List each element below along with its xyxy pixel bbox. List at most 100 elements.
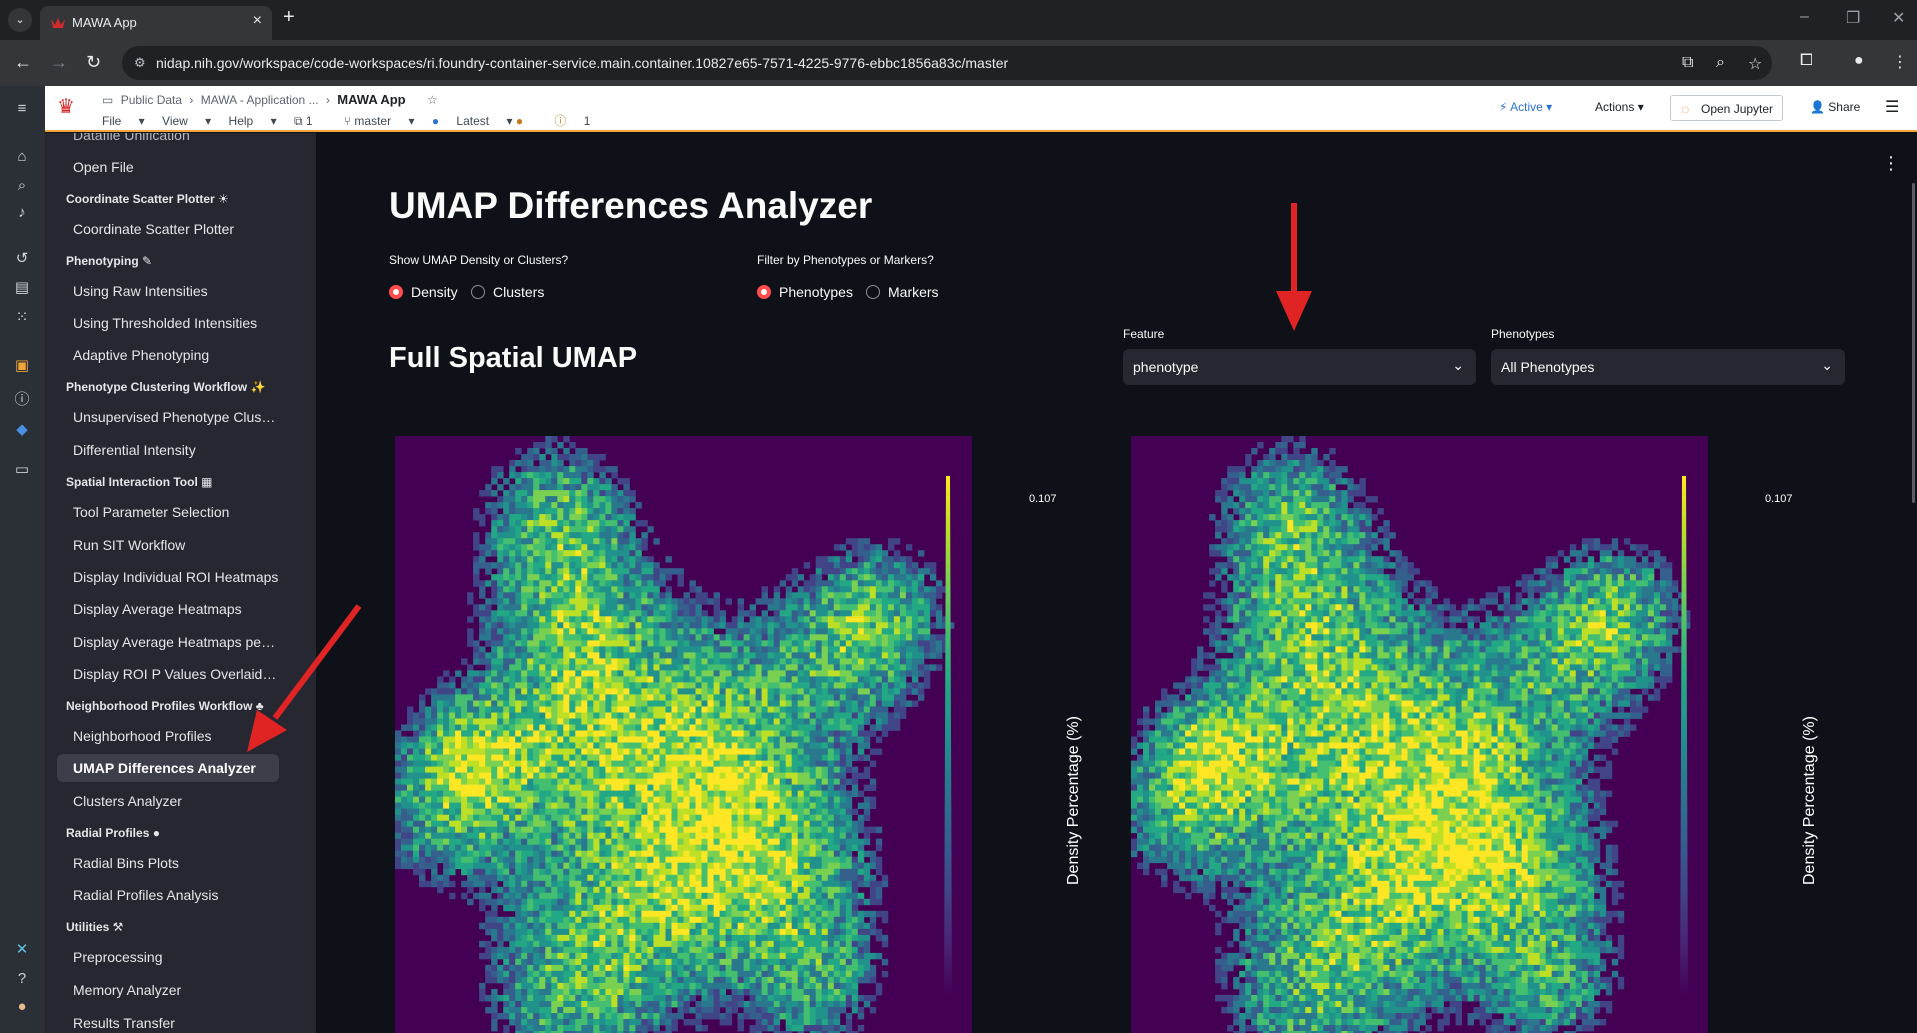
- heatmap-cell: [491, 796, 498, 803]
- back-icon[interactable]: ←: [14, 52, 32, 72]
- cube-icon[interactable]: ◆: [16, 421, 28, 438]
- apps-grid-icon[interactable]: ⁙: [15, 309, 29, 326]
- heatmap-cell: [431, 820, 438, 828]
- reload-icon[interactable]: ↻: [86, 52, 102, 72]
- heatmap-cell: [563, 454, 570, 461]
- scrollbar[interactable]: [1912, 183, 1915, 503]
- restore-icon[interactable]: ❐: [1846, 10, 1861, 27]
- address-bar[interactable]: ⚙ nidap.nih.gov/workspace/code-workspace…: [122, 46, 1772, 80]
- files-count[interactable]: ⧉ 1: [293, 114, 313, 128]
- sidebar-item[interactable]: Memory Analyzer: [73, 982, 182, 998]
- user-avatar[interactable]: ●: [17, 998, 27, 1015]
- sidebar-item[interactable]: Display ROI P Values Overlaid on...: [73, 666, 279, 682]
- sidebar-item[interactable]: Adaptive Phenotyping: [73, 347, 210, 363]
- heatmap-cell: [515, 964, 522, 972]
- umap-density-plot-left[interactable]: 0.107 Density Percentage (%): [395, 436, 1101, 1033]
- actions-menu[interactable]: Actions ▾: [1595, 100, 1644, 114]
- bookmark-star-icon[interactable]: ☆: [1748, 56, 1763, 73]
- heatmap-cell: [785, 694, 793, 701]
- install-app-icon[interactable]: ⧉: [1682, 54, 1694, 71]
- search-icon[interactable]: ⌕: [17, 177, 27, 194]
- sidebar-item[interactable]: Unsupervised Phenotype Cluste...: [73, 409, 279, 425]
- site-info-icon[interactable]: ⚙: [134, 55, 146, 70]
- close-window-icon[interactable]: ✕: [1892, 10, 1906, 27]
- sidebar-item[interactable]: Display Individual ROI Heatmaps: [73, 569, 279, 585]
- radio-clusters[interactable]: Clusters: [471, 284, 544, 300]
- menu-help[interactable]: Help ▾: [228, 114, 277, 128]
- heatmap-cell: [755, 646, 762, 653]
- sidebar-item[interactable]: Clusters Analyzer: [73, 793, 182, 809]
- sidebar-item-open-file[interactable]: Open File: [73, 159, 134, 175]
- profile-icon[interactable]: ●: [1854, 52, 1864, 69]
- sidebar-item[interactable]: Display Average Heatmaps: [73, 601, 242, 617]
- branch-selector[interactable]: ⑂ master ▾: [343, 114, 415, 128]
- breadcrumb-item[interactable]: Public Data: [120, 93, 183, 107]
- phenotypes-select[interactable]: All Phenotypes ⌄: [1491, 349, 1845, 385]
- share-button[interactable]: 👤 Share: [1810, 100, 1861, 114]
- chrome-menu-icon[interactable]: ⋮: [1892, 54, 1908, 71]
- sidebar-item-umap-differences-analyzer[interactable]: UMAP Differences Analyzer: [57, 754, 279, 782]
- zoom-icon[interactable]: ⌕: [1716, 54, 1725, 71]
- favorite-star-icon[interactable]: ☆: [426, 93, 438, 107]
- info-icon[interactable]: ⓘ: [14, 391, 30, 408]
- new-tab-icon[interactable]: +: [283, 6, 295, 28]
- foundry-icon[interactable]: ✕: [15, 941, 29, 958]
- extensions-icon[interactable]: ⧠: [1800, 52, 1813, 69]
- open-jupyter-button[interactable]: ◌ Open Jupyter: [1670, 95, 1783, 121]
- heatmap-cell: [797, 790, 805, 797]
- feature-select[interactable]: phenotype ⌄: [1123, 349, 1476, 385]
- files-icon[interactable]: ▭: [14, 461, 30, 478]
- sidebar-item[interactable]: Coordinate Scatter Plotter: [73, 221, 235, 237]
- heatmap-cell: [629, 862, 636, 870]
- sidebar-item[interactable]: Neighborhood Profiles: [73, 728, 212, 744]
- more-options-icon[interactable]: ⋮: [1882, 153, 1900, 173]
- breadcrumb-item[interactable]: MAWA - Application ...: [200, 93, 319, 107]
- menu-view[interactable]: View ▾: [162, 114, 212, 128]
- tab-search-icon[interactable]: ⌄: [8, 8, 32, 32]
- sidebar-item[interactable]: Using Thresholded Intensities: [73, 315, 258, 331]
- radio-density[interactable]: Density: [389, 284, 458, 300]
- radio-markers[interactable]: Markers: [866, 284, 939, 300]
- heatmap-cell: [647, 778, 654, 785]
- sidebar-item[interactable]: Preprocessing: [73, 949, 163, 965]
- home-icon[interactable]: ⌂: [17, 148, 27, 165]
- browser-tab[interactable]: MAWA App ×: [40, 6, 272, 40]
- heatmap-cell: [671, 748, 678, 755]
- collapse-rail-icon[interactable]: ≡: [17, 100, 27, 117]
- radio-phenotypes[interactable]: Phenotypes: [757, 284, 853, 300]
- menu-file[interactable]: File ▾: [102, 114, 145, 128]
- sidebar-item[interactable]: Display Average Heatmaps per A...: [73, 634, 279, 650]
- sidebar-item-datafile-unification[interactable]: Datafile Unification: [73, 133, 190, 143]
- heatmap-cell: [689, 862, 696, 870]
- heatmap-cell: [503, 688, 510, 695]
- heatmap-cell: [533, 820, 540, 828]
- heatmap-cell: [563, 478, 570, 485]
- heatmap-cell: [695, 964, 702, 972]
- sidebar-item[interactable]: Radial Profiles Analysis: [73, 887, 219, 903]
- issues-count[interactable]: ⓘ 1: [554, 114, 591, 128]
- heatmap-cell: [683, 700, 690, 707]
- folder-icon[interactable]: ▤: [14, 279, 30, 296]
- minimize-icon[interactable]: –: [1800, 8, 1809, 25]
- tab-close-icon[interactable]: ×: [252, 12, 262, 29]
- sidebar-item[interactable]: Tool Parameter Selection: [73, 504, 230, 520]
- help-icon[interactable]: ?: [17, 970, 27, 987]
- heatmap-cell: [551, 508, 558, 515]
- version-selector[interactable]: ● Latest ▾ ●: [431, 114, 524, 128]
- heatmap-cell: [749, 784, 756, 791]
- notifications-icon[interactable]: ♪: [18, 204, 26, 221]
- workspace-app-icon[interactable]: ▣: [14, 357, 30, 374]
- heatmap-cell: [797, 628, 805, 635]
- list-view-icon[interactable]: ☰: [1885, 99, 1900, 116]
- sidebar-item[interactable]: Run SIT Workflow: [73, 537, 186, 553]
- heatmap-cell: [533, 466, 540, 473]
- heatmap-cell: [761, 706, 768, 713]
- forward-icon[interactable]: →: [50, 52, 68, 72]
- sidebar-item[interactable]: Radial Bins Plots: [73, 855, 179, 871]
- sidebar-item[interactable]: Differential Intensity: [73, 442, 196, 458]
- history-icon[interactable]: ↺: [15, 250, 29, 267]
- sidebar-item[interactable]: Using Raw Intensities: [73, 283, 208, 299]
- sidebar-item[interactable]: Results Transfer: [73, 1015, 175, 1031]
- status-selector[interactable]: ⚡ Active ▾: [1499, 100, 1553, 114]
- heatmap-cell: [731, 989, 738, 996]
